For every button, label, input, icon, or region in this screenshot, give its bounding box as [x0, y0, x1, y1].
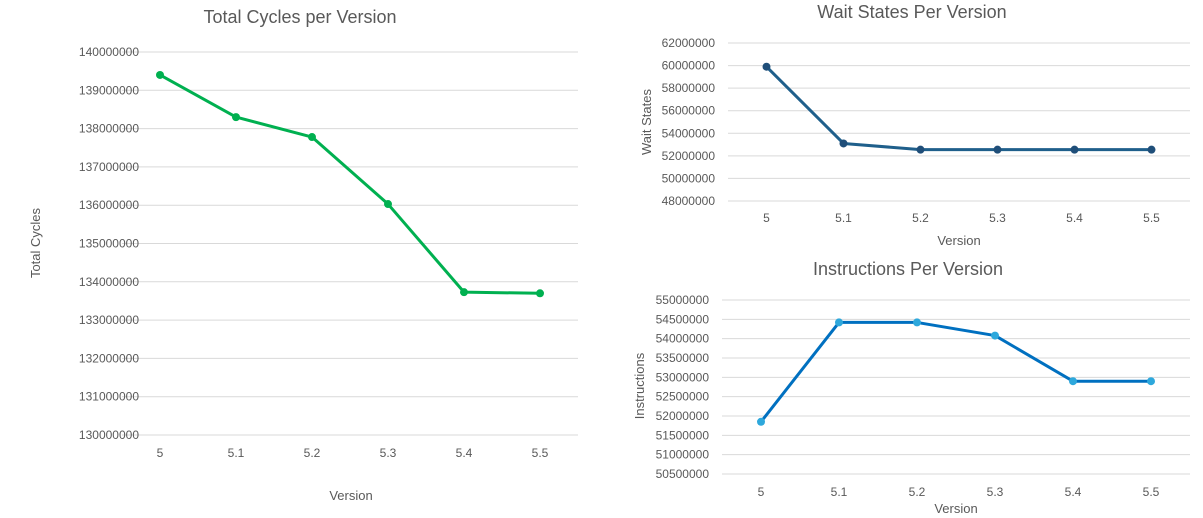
cycles-chart: Total Cycles per Version 130000000 1310000…	[28, 7, 578, 503]
cycles-data-point	[232, 113, 240, 122]
cycles-data-point	[536, 289, 544, 298]
cycles-y-tick-label: 131000000	[79, 390, 139, 404]
cycles-y-axis-label: Total Cycles	[28, 207, 43, 278]
instructions-x-tick-label: 5.1	[831, 485, 848, 499]
wait-states-y-tick-label: 52000000	[662, 149, 716, 163]
wait-states-x-tick-label: 5	[763, 211, 770, 225]
cycles-y-tick-label: 134000000	[79, 275, 139, 289]
cycles-y-tick-label: 139000000	[79, 83, 139, 97]
instructions-y-tick-label: 52000000	[656, 409, 710, 423]
cycles-series-line	[158, 73, 542, 295]
cycles-y-tick-label: 132000000	[79, 351, 139, 365]
instructions-data-point	[835, 318, 843, 327]
instructions-y-tick-label: 55000000	[656, 293, 710, 307]
instructions-x-tick-label: 5.5	[1143, 485, 1160, 499]
instructions-y-tick-label: 51000000	[656, 448, 710, 462]
cycles-y-tick-label: 137000000	[79, 160, 139, 174]
instructions-data-point	[991, 331, 999, 340]
cycles-data-point	[460, 288, 468, 297]
wait-states-data-point	[1147, 145, 1156, 154]
cycles-y-tick-label: 130000000	[79, 428, 139, 442]
instructions-y-axis-label: Instructions	[632, 352, 647, 419]
wait-states-y-tick-label: 50000000	[662, 171, 716, 185]
instructions-y-tick-label: 54500000	[656, 312, 710, 326]
instructions-data-point	[913, 318, 921, 327]
wait-states-x-tick-label: 5.2	[912, 211, 929, 225]
cycles-x-tick-label: 5.3	[380, 446, 397, 460]
wait-states-series-line	[765, 65, 1153, 152]
cycles-y-tick-label: 136000000	[79, 198, 139, 212]
wait-states-data-point	[762, 62, 771, 71]
cycles-data-point	[308, 133, 316, 142]
wait-states-title: Wait States Per Version	[817, 2, 1006, 22]
cycles-y-tick-label: 135000000	[79, 237, 139, 251]
wait-states-y-tick-label: 56000000	[662, 104, 716, 118]
cycles-data-point	[384, 200, 392, 209]
instructions-x-axis-label: Version	[934, 501, 977, 516]
wait-states-x-axis-label: Version	[937, 233, 980, 248]
cycles-x-tick-label: 5.4	[456, 446, 473, 460]
instructions-data-point	[757, 417, 765, 426]
cycles-y-tick-label: 133000000	[79, 313, 139, 327]
instructions-y-tick-label: 54000000	[656, 332, 710, 346]
cycles-x-tick-label: 5.2	[304, 446, 321, 460]
instructions-chart: Instructions Per Version 50500000 51000000…	[632, 259, 1190, 516]
cycles-y-tick-label: 140000000	[79, 45, 139, 59]
wait-states-y-tick-label: 54000000	[662, 126, 716, 140]
instructions-y-tick-label: 53000000	[656, 370, 710, 384]
wait-states-y-tick-label: 58000000	[662, 81, 716, 95]
instructions-y-tick-label: 52500000	[656, 390, 710, 404]
cycles-x-tick-label: 5	[157, 446, 164, 460]
instructions-x-tick-label: 5.2	[909, 485, 926, 499]
wait-states-chart: Wait States Per Version 48000000 50000000 5…	[639, 2, 1190, 248]
instructions-data-point	[1069, 377, 1077, 386]
wait-states-y-tick-label: 60000000	[662, 59, 716, 73]
wait-states-x-tick-label: 5.3	[989, 211, 1006, 225]
wait-states-y-tick-label: 48000000	[662, 194, 716, 208]
instructions-y-tick-label: 50500000	[656, 467, 710, 481]
wait-states-x-tick-label: 5.4	[1066, 211, 1083, 225]
wait-states-data-point	[916, 145, 925, 154]
instructions-x-tick-label: 5.3	[987, 485, 1004, 499]
wait-states-data-point	[1070, 145, 1079, 154]
instructions-x-tick-label: 5.4	[1065, 485, 1082, 499]
instructions-y-tick-label: 51500000	[656, 428, 710, 442]
wait-states-x-tick-label: 5.5	[1143, 211, 1160, 225]
wait-states-data-point	[993, 145, 1002, 154]
cycles-x-tick-label: 5.5	[532, 446, 549, 460]
cycles-x-tick-label: 5.1	[228, 446, 245, 460]
wait-states-data-point	[839, 139, 848, 148]
cycles-data-point	[156, 70, 164, 79]
instructions-x-tick-label: 5	[758, 485, 765, 499]
instructions-data-point	[1147, 377, 1155, 386]
instructions-y-tick-label: 53500000	[656, 351, 710, 365]
instructions-title: Instructions Per Version	[813, 259, 1003, 279]
wait-states-x-tick-label: 5.1	[835, 211, 852, 225]
cycles-x-axis-label: Version	[329, 488, 372, 503]
cycles-y-tick-label: 138000000	[79, 122, 139, 136]
cycles-title: Total Cycles per Version	[203, 7, 396, 27]
wait-states-y-axis-label: Wait States	[639, 89, 654, 155]
wait-states-y-tick-label: 62000000	[662, 36, 716, 50]
instructions-series-line	[759, 320, 1153, 424]
